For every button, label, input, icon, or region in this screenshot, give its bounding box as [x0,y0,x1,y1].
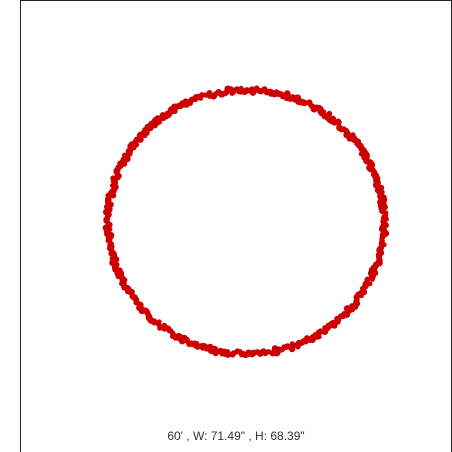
dimension-readout: 60' , W: 71.49" , H: 68.39" [167,429,305,443]
stroke-dot [380,218,386,225]
stroke-dot [161,322,168,329]
stroke-dot [207,348,213,354]
stroke-dot [289,341,296,347]
stroke-dot [367,281,373,287]
circle-stroke-dots [102,85,390,359]
stroke-dot [122,152,127,158]
stroke-dot [110,175,117,182]
stroke-dot [369,276,375,282]
